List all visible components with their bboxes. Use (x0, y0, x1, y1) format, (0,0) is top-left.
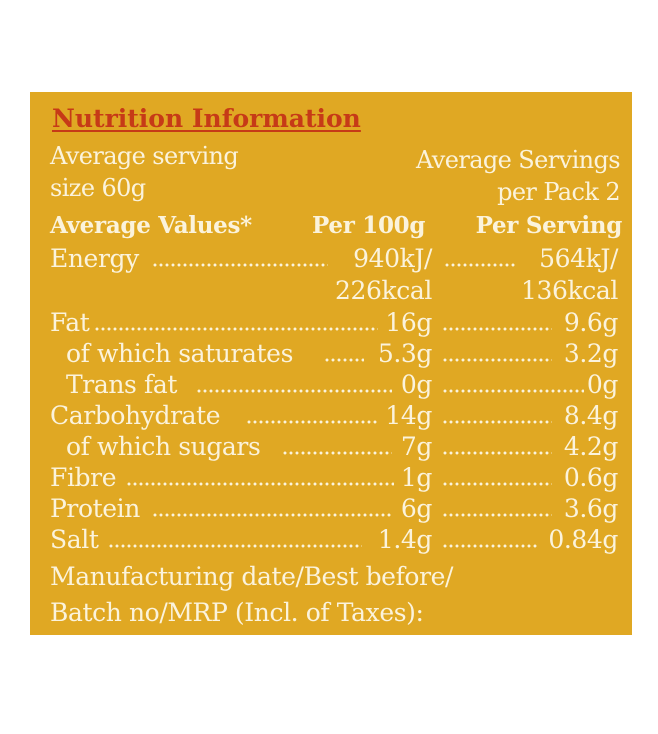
table-row: Protein 6g 3.6g (30, 496, 632, 526)
row-per100g: 16g (385, 308, 432, 337)
nutrition-panel: Nutrition Information Average serving si… (30, 92, 632, 635)
dot-leader (442, 451, 552, 455)
row-per-serving-2: 136kcal (521, 276, 618, 305)
dot-leader (442, 482, 552, 486)
dot-leader (442, 389, 584, 393)
row-per100g: 14g (385, 401, 432, 430)
dot-leader (442, 358, 552, 362)
servings-per-pack-line-1: Average Servings (416, 146, 621, 174)
row-label: Carbohydrate (50, 401, 221, 430)
footer-line-2: Batch no/MRP (Incl. of Taxes): (50, 598, 424, 627)
table-row: Carbohydrate 14g 8.4g (30, 403, 632, 433)
header-per-serving: Per Serving (475, 212, 623, 239)
dot-leader (94, 327, 378, 331)
table-row: Fibre 1g 0.6g (30, 465, 632, 495)
dot-leader (152, 513, 392, 517)
dot-leader (442, 513, 552, 517)
table-row: Salt 1.4g 0.84g (30, 527, 632, 557)
row-label: Energy (50, 244, 139, 273)
row-label: of which saturates (66, 339, 294, 368)
footer-line-1: Manufacturing date/Best before/ (50, 562, 454, 591)
row-label: Fat (50, 308, 90, 337)
row-per100g-2: 226kcal (335, 276, 432, 305)
row-per100g: 1.4g (377, 525, 433, 554)
dot-leader (246, 420, 378, 424)
table-row: Trans fat 0g 0g (30, 372, 632, 402)
row-per100g: 0g (400, 370, 433, 399)
row-per100g: 5.3g (377, 339, 433, 368)
row-per100g: 7g (400, 432, 433, 461)
serving-size-line-2: size 60g (50, 174, 146, 202)
row-per100g: 940kJ/ (353, 244, 432, 273)
row-label: Salt (50, 525, 99, 554)
row-per100g: 1g (400, 463, 433, 492)
row-per-serving: 564kJ/ (539, 244, 618, 273)
row-per-serving: 4.2g (563, 432, 619, 461)
table-row: of which sugars 7g 4.2g (30, 434, 632, 464)
header-per-100g: Per 100g (312, 212, 426, 239)
row-label: Fibre (50, 463, 117, 492)
row-per-serving: 3.6g (563, 494, 619, 523)
row-per-serving: 9.6g (563, 308, 619, 337)
table-row: Fat 16g 9.6g (30, 310, 632, 340)
header-average-values: Average Values* (50, 212, 252, 239)
servings-per-pack-line-2: per Pack 2 (497, 178, 621, 206)
dot-leader (444, 263, 516, 267)
dot-leader (324, 358, 364, 362)
dot-leader (282, 451, 392, 455)
row-label: of which sugars (66, 432, 261, 461)
row-per-serving: 3.2g (563, 339, 619, 368)
row-label: Trans fat (66, 370, 178, 399)
row-per-serving: 0g (586, 370, 619, 399)
row-label: Protein (50, 494, 140, 523)
row-per-serving: 0.6g (563, 463, 619, 492)
serving-size-line-1: Average serving (50, 142, 239, 170)
dot-leader (152, 263, 328, 267)
dot-leader (442, 420, 552, 424)
dot-leader (108, 544, 362, 548)
dot-leader (442, 544, 538, 548)
table-row: Energy 940kJ/ 564kJ/ (30, 246, 632, 276)
row-per-serving: 0.84g (548, 525, 618, 554)
row-per100g: 6g (400, 494, 433, 523)
table-row-continued: 226kcal 136kcal (30, 278, 632, 308)
row-per-serving: 8.4g (563, 401, 619, 430)
dot-leader (442, 327, 552, 331)
nutrition-title: Nutrition Information (52, 104, 361, 133)
table-row: of which saturates 5.3g 3.2g (30, 341, 632, 371)
dot-leader (126, 482, 394, 486)
dot-leader (196, 389, 392, 393)
